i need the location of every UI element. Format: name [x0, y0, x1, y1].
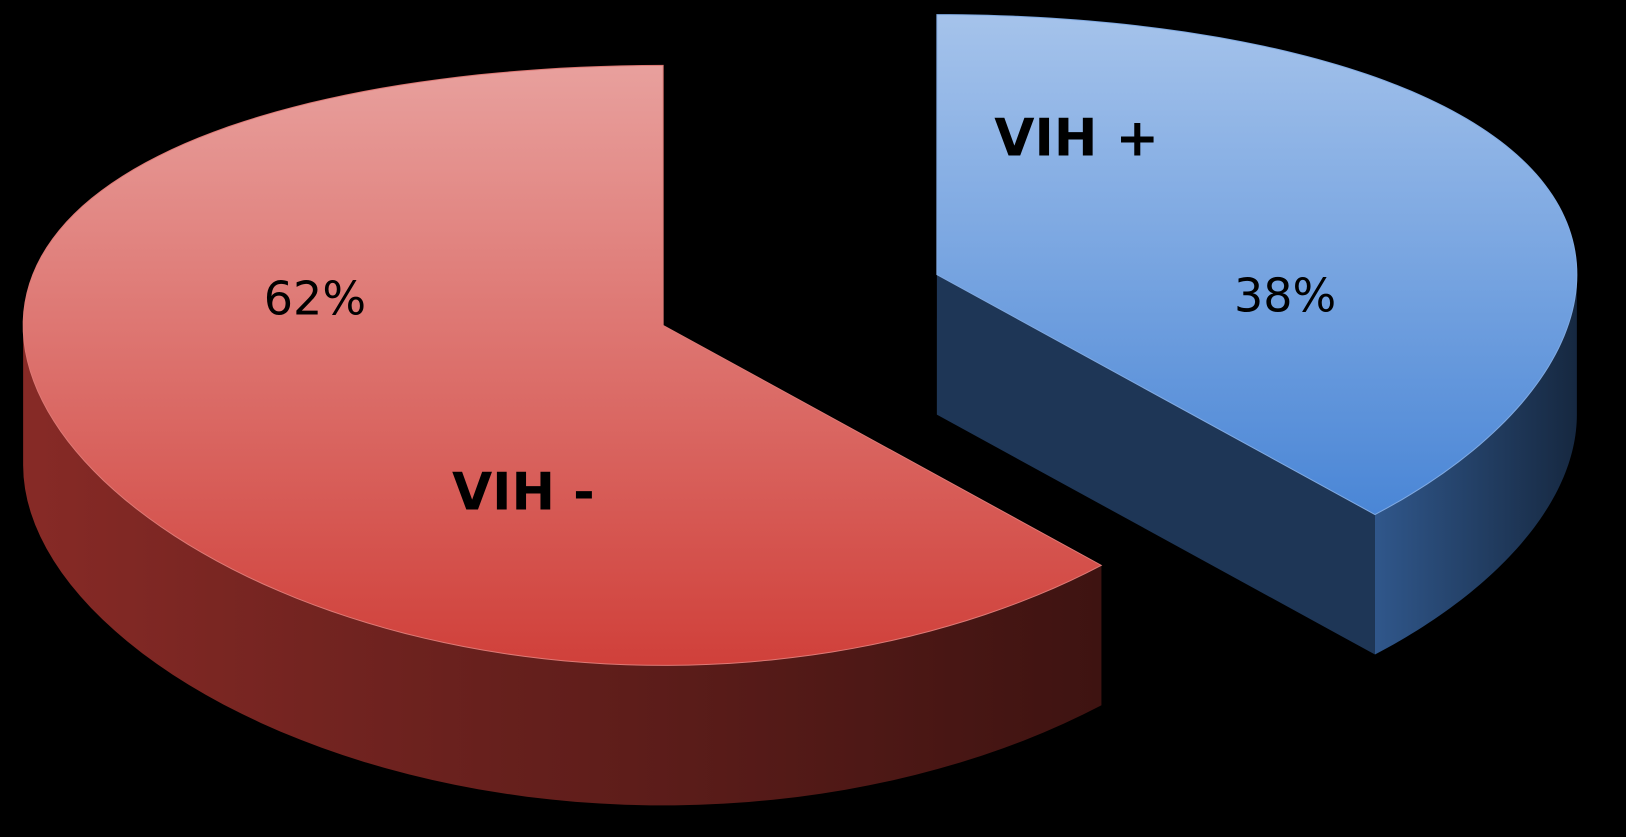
- value-label: 38%: [1234, 269, 1336, 323]
- slice-top: [22, 64, 1103, 666]
- slice-top: [936, 14, 1578, 516]
- category-label: VIH -: [452, 462, 595, 522]
- slice: [22, 64, 1103, 806]
- slice-side: [23, 325, 1102, 806]
- slice-side: [1374, 274, 1577, 655]
- slice: [936, 14, 1578, 655]
- category-label: VIH +: [994, 109, 1159, 169]
- slice-cut-face: [936, 274, 1375, 655]
- value-label: 62%: [264, 271, 366, 325]
